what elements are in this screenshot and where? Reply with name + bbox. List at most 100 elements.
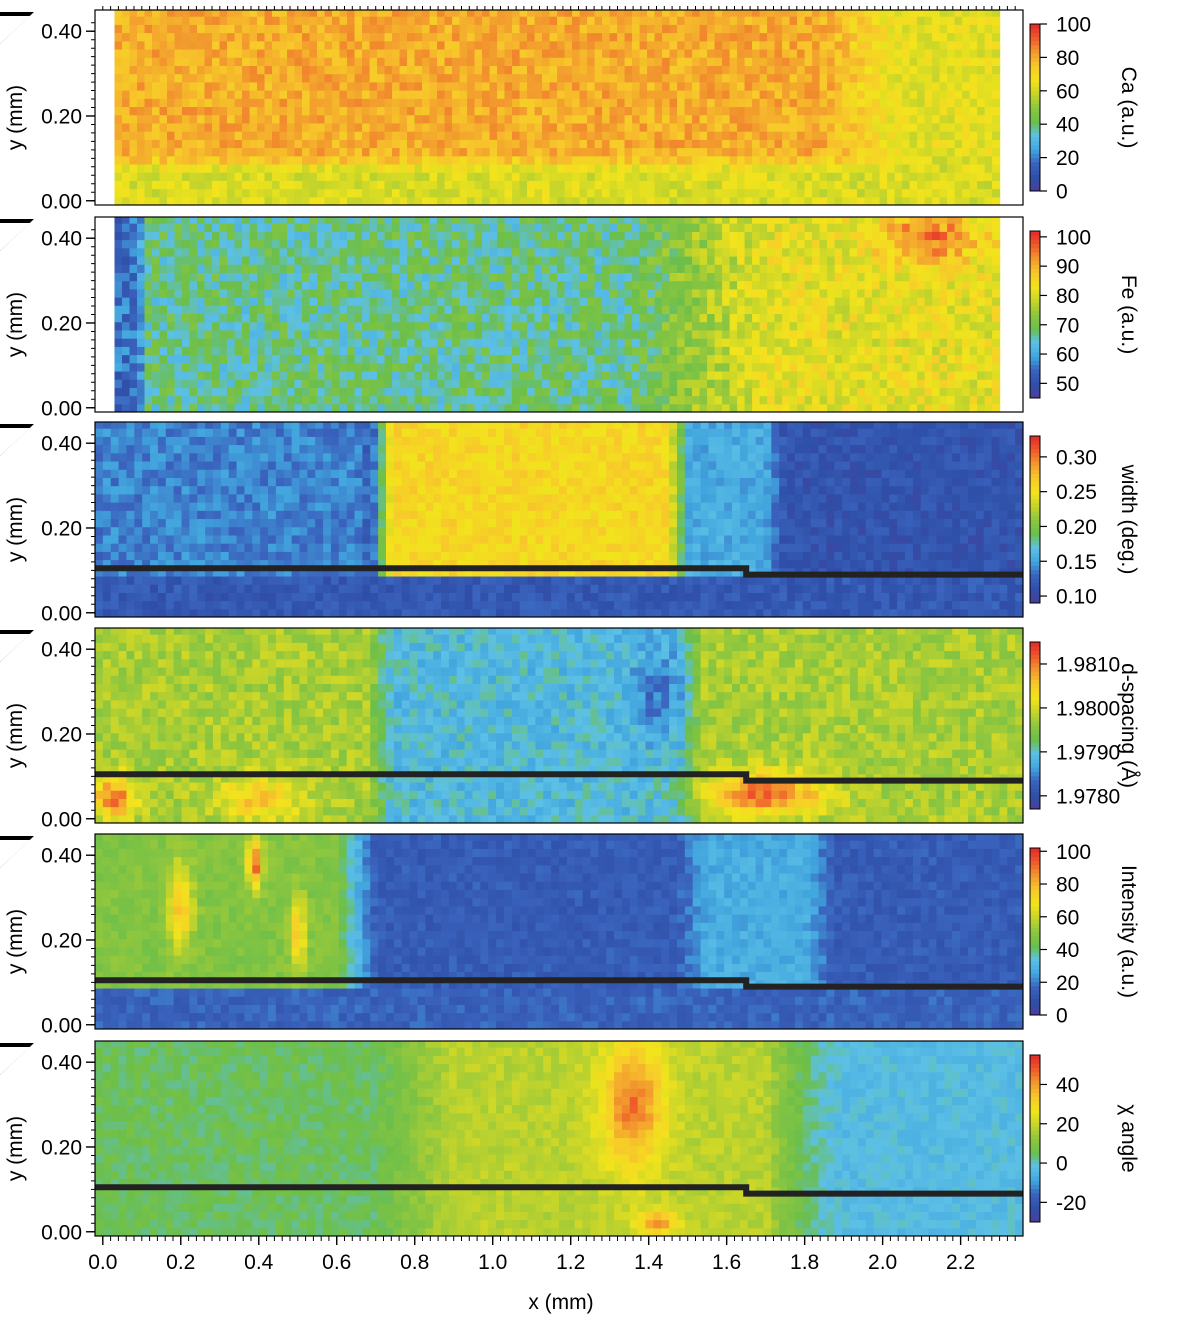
colorbar-chi: 40 20 0 -20 χ angle [1029, 1054, 1140, 1223]
x-tick-label: 2.0 [868, 1251, 897, 1274]
colorbar-tick-label: 0 [1056, 181, 1068, 204]
panel-ca: 0.00 0.20 0.40 y (mm) 100 80 60 40 20 0 Ca (a.u.) [0, 9, 1140, 213]
x-tick-label: 0.8 [400, 1251, 429, 1274]
x-tick-label: 0.2 [166, 1251, 195, 1274]
y-tick-label: 0.00 [41, 190, 82, 213]
y-tick-label: 0.00 [41, 1014, 82, 1037]
colorbar-tick-label: 0.25 [1056, 481, 1097, 504]
colorbar-tick-label: 40 [1056, 1074, 1079, 1097]
panel-chi: 0.00 0.20 0.40 y (mm) 40 20 0 -20 χ angle [0, 1040, 1140, 1244]
colorbar-tick-label: 50 [1056, 373, 1079, 396]
boundary-line [95, 1184, 1023, 1197]
colorbar-tick-label: 100 [1056, 841, 1091, 864]
colorbar-tick-label: 40 [1056, 114, 1079, 137]
heatmap-fe [114, 217, 1001, 412]
y-axis-label: y (mm) [4, 703, 27, 768]
y-axis-label: y (mm) [4, 85, 27, 150]
colorbar-tick-label: 1.9790 [1056, 741, 1120, 764]
colorbar-tick-label: 80 [1056, 874, 1079, 897]
y-tick-label: 0.40 [41, 433, 82, 456]
heatmap-chi [95, 1041, 1023, 1236]
colorbar-tick-label: 90 [1056, 256, 1079, 279]
colorbar-tick-label: 1.9780 [1056, 785, 1120, 808]
colorbar-label: d-spacing (Å) [1117, 663, 1140, 788]
panel-width: 0.00 0.20 0.40 y (mm) 0.30 0.25 0.20 0.15 0.10 wi… [0, 421, 1140, 625]
y-axis-label: y (mm) [4, 292, 27, 357]
x-tick-label: 1.2 [556, 1251, 585, 1274]
colorbar-tick-label: 0 [1056, 1153, 1068, 1176]
colorbar-frame [1029, 1054, 1041, 1223]
y-tick-label: 0.40 [41, 1052, 82, 1075]
x-axis: 0.0 0.2 0.4 0.6 0.8 1.0 1.2 1.4 1.6 1.8 2.0 2.2 [88, 6, 1016, 1274]
x-tick-label: 1.6 [712, 1251, 741, 1274]
y-tick-label: 0.20 [41, 105, 82, 128]
colorbar-frame [1029, 23, 1041, 192]
colorbar-tick-label: 20 [1056, 972, 1079, 995]
y-tick-label: 0.20 [41, 312, 82, 335]
x-tick-label: 0.0 [88, 1251, 117, 1274]
y-tick-label: 0.20 [41, 517, 82, 540]
y-tick-label: 0.00 [41, 397, 82, 420]
boundary-line [95, 565, 1023, 578]
boundary-line [95, 771, 1023, 784]
y-tick-label: 0.00 [41, 808, 82, 831]
colorbar-ca: 100 80 60 40 20 0 Ca (a.u.) [1029, 14, 1140, 204]
colorbar-tick-label: 0.15 [1056, 551, 1097, 574]
colorbar-tick-label: 1.9810 [1056, 653, 1120, 676]
colorbar-tick-label: 70 [1056, 314, 1079, 337]
x-tick-label: 2.2 [946, 1251, 975, 1274]
y-tick-label: 0.20 [41, 723, 82, 746]
colorbar-tick-label: 1.9800 [1056, 697, 1120, 720]
y-tick-label: 0.00 [41, 1221, 82, 1244]
colorbar-intensity: 100 80 60 40 20 0 Intensity (a.u.) [1029, 841, 1140, 1028]
panel-intensity: 0.00 0.20 0.40 y (mm) 100 80 60 40 20 0 Intensity … [0, 833, 1140, 1037]
colorbar-tick-label: 100 [1056, 14, 1091, 37]
x-tick-label: 1.4 [634, 1251, 664, 1274]
heatmap-width [95, 422, 1023, 617]
y-tick-label: 0.40 [41, 845, 82, 868]
colorbar-label: χ angle [1117, 1104, 1140, 1172]
y-axis-label: y (mm) [4, 497, 27, 562]
x-axis-label: x (mm) [528, 1291, 593, 1314]
heatmap-intensity [95, 834, 1023, 1029]
x-tick-label: 0.6 [322, 1251, 351, 1274]
colorbar-tick-label: 80 [1056, 47, 1079, 70]
colorbar-tick-label: 80 [1056, 285, 1079, 308]
colorbar-frame [1029, 230, 1041, 399]
colorbar-fe: 100 90 80 70 60 50 Fe (a.u.) [1029, 226, 1140, 399]
y-tick-label: 0.00 [41, 602, 82, 625]
colorbar-label: width (deg.) [1117, 464, 1140, 575]
colorbar-frame [1029, 847, 1041, 1016]
colorbar-tick-label: 0 [1056, 1005, 1068, 1028]
y-tick-label: 0.40 [41, 228, 82, 251]
y-axis-label: y (mm) [4, 909, 27, 974]
heatmap-dspacing [95, 628, 1023, 823]
y-tick-label: 0.40 [41, 21, 82, 44]
x-tick-label: 0.4 [244, 1251, 274, 1274]
x-tick-label: 1.8 [790, 1251, 819, 1274]
heatmap-ca [114, 10, 1001, 205]
colorbar-label: Fe (a.u.) [1117, 275, 1140, 354]
x-tick-label: 1.0 [478, 1251, 507, 1274]
y-tick-label: 0.20 [41, 1136, 82, 1159]
y-tick-label: 0.20 [41, 929, 82, 952]
x-top-minor-ticks [102, 6, 1016, 10]
colorbar-frame [1029, 435, 1041, 604]
colorbar-tick-label: 0.30 [1056, 446, 1097, 469]
colorbar-tick-label: 60 [1056, 80, 1079, 103]
colorbar-label: Ca (a.u.) [1117, 67, 1140, 149]
y-tick-label: 0.40 [41, 639, 82, 662]
colorbar-tick-label: 0.20 [1056, 516, 1097, 539]
panel-fe: 0.00 0.20 0.40 y (mm) 100 90 80 70 60 50 Fe (a.u.) [0, 216, 1140, 420]
panel-dspacing: 0.00 0.20 0.40 y (mm) 1.9810 1.9800 1.9790 1.97… [0, 627, 1140, 831]
colorbar-tick-label: 60 [1056, 906, 1079, 929]
colorbar-tick-label: -20 [1056, 1192, 1086, 1215]
colorbar-label: Intensity (a.u.) [1117, 865, 1140, 998]
y-axis-label: y (mm) [4, 1116, 27, 1181]
colorbar-tick-label: 20 [1056, 147, 1079, 170]
colorbar-frame [1029, 641, 1041, 810]
colorbar-tick-label: 40 [1056, 939, 1079, 962]
